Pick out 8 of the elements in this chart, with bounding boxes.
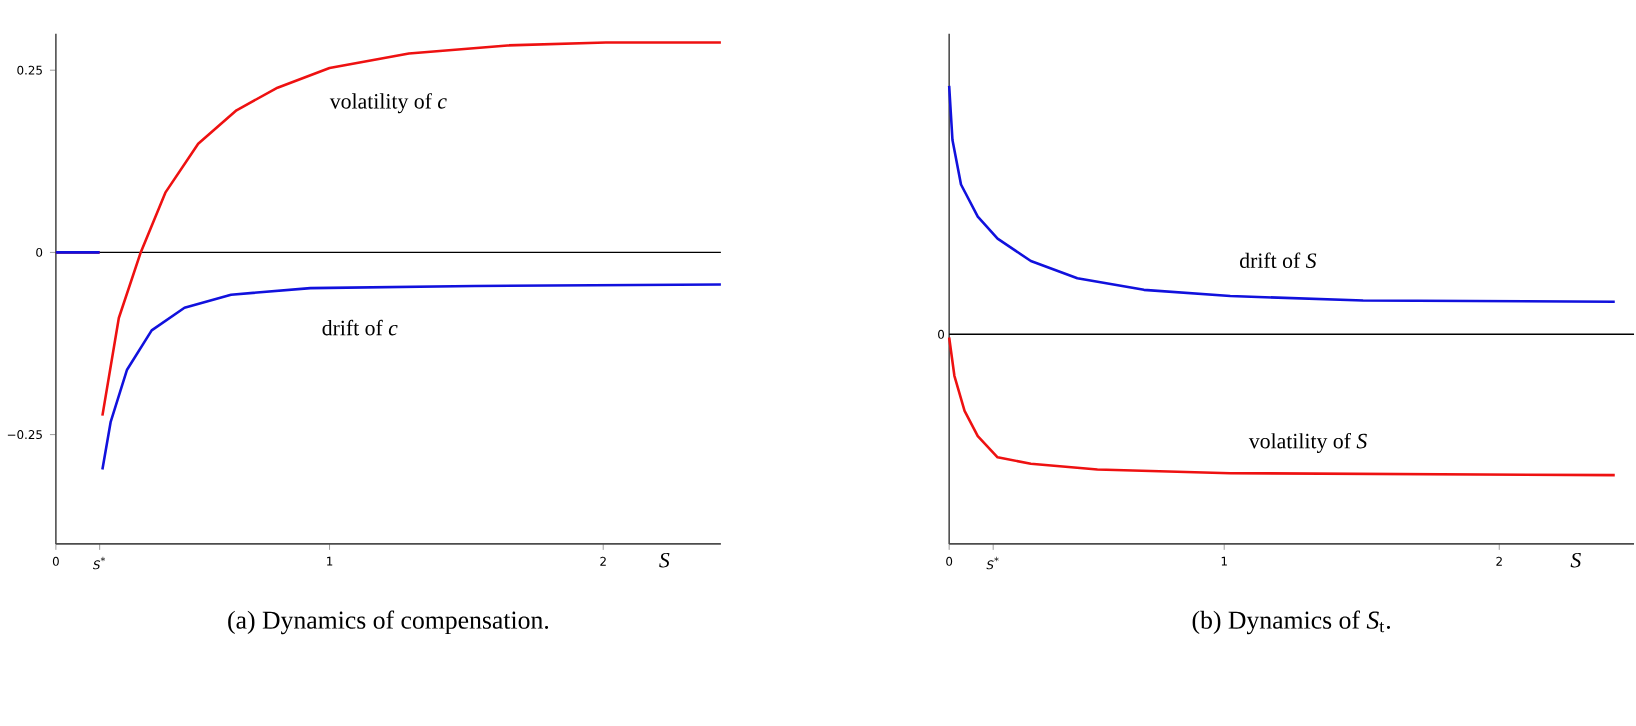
- text: (a) Dynamics of compensation.: [228, 610, 549, 634]
- series-label: drift of c: [322, 319, 398, 336]
- series-label: volatility of c: [329, 92, 447, 113]
- series-label: drift of S: [1240, 252, 1317, 268]
- series-label: volatility of S: [1248, 432, 1367, 453]
- x-axis-title: S: [1570, 552, 1581, 568]
- text: (b) Dynamics of S$_{t}$.: [1192, 610, 1391, 634]
- x-axis-title: S: [659, 552, 670, 568]
